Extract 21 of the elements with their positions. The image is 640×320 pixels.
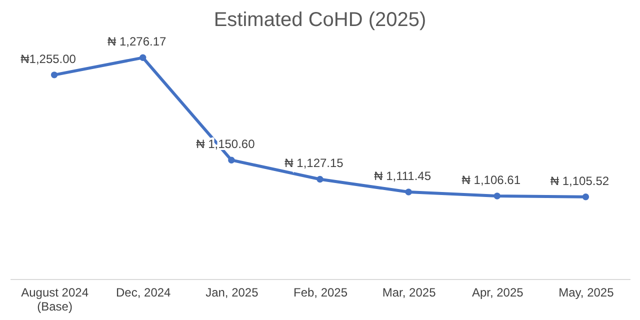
point xyxy=(405,188,412,196)
data-label: ₦1,255.00 xyxy=(20,52,76,66)
data-label: ₦ 1,127.15 xyxy=(284,156,344,170)
x-tick-label: Apr, 2025 xyxy=(472,286,524,300)
x-tick-label: August 2024 (Base) xyxy=(21,286,89,314)
x-tick-label: May, 2025 xyxy=(558,286,614,300)
data-label: ₦ 1,111.45 xyxy=(374,169,432,184)
point xyxy=(316,176,324,183)
x-tick-label: Dec, 2024 xyxy=(116,286,172,300)
x-tick-label: Jan, 2025 xyxy=(206,286,259,300)
point xyxy=(494,192,500,200)
point xyxy=(228,156,235,164)
point xyxy=(140,54,146,62)
point xyxy=(582,194,590,200)
data-label: ₦ 1,105.52 xyxy=(550,174,610,188)
point xyxy=(50,72,58,78)
x-tick-label: Mar, 2025 xyxy=(382,286,436,300)
data-label: ₦ 1,106.61 xyxy=(462,172,521,187)
chart-title: Estimated CoHD (2025) xyxy=(214,9,426,31)
x-tick-label: Feb, 2025 xyxy=(293,286,348,300)
data-label: ₦ 1,276.17 xyxy=(108,34,167,49)
